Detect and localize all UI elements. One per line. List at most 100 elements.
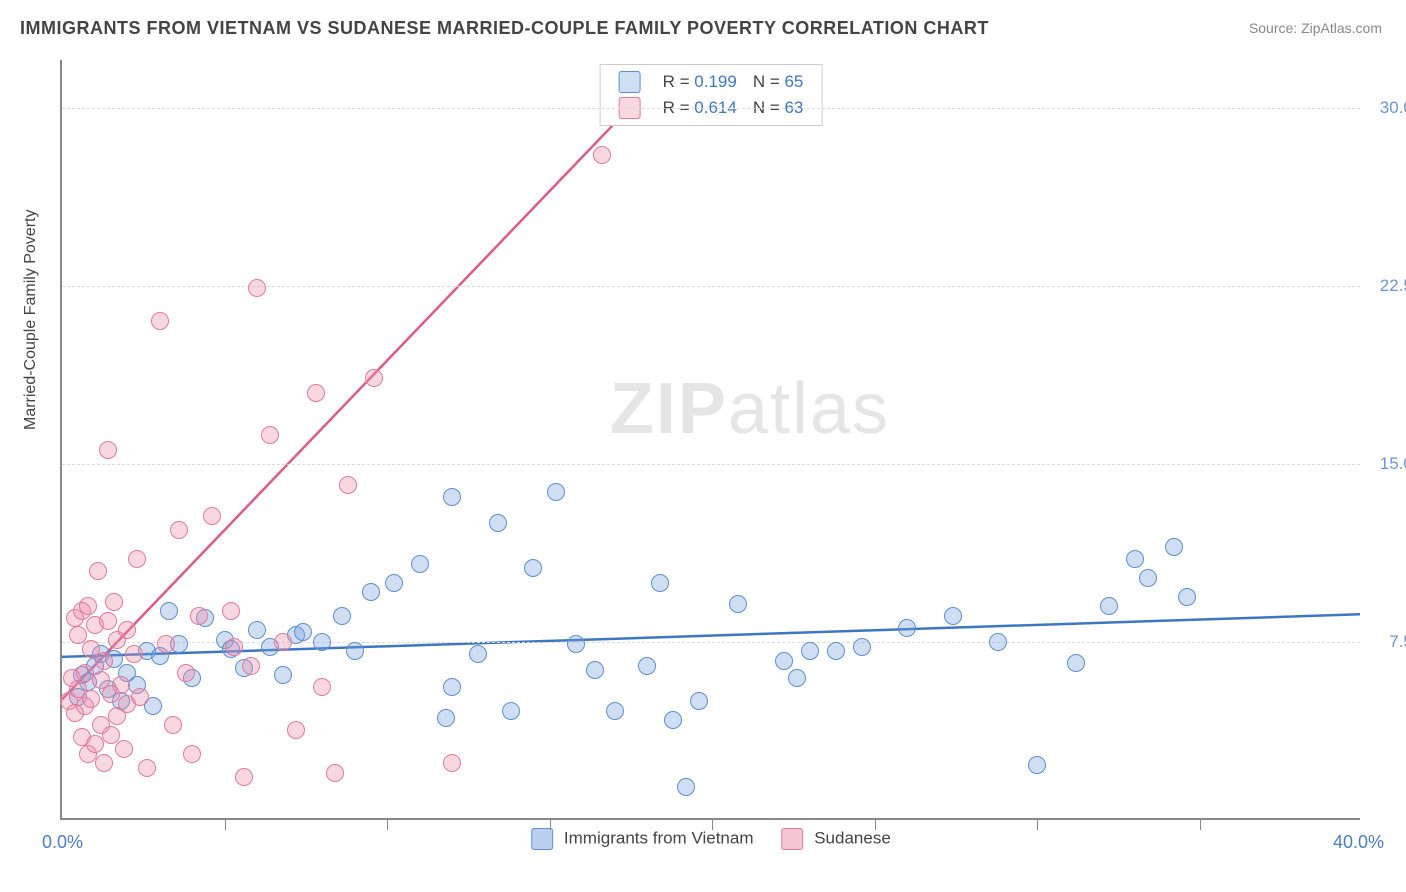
watermark: ZIPatlas: [610, 368, 890, 450]
scatter-point: [1067, 654, 1085, 672]
chart-title: IMMIGRANTS FROM VIETNAM VS SUDANESE MARR…: [20, 18, 989, 39]
scatter-point: [326, 764, 344, 782]
gridline: [62, 108, 1360, 109]
scatter-point: [261, 426, 279, 444]
scatter-point: [586, 661, 604, 679]
scatter-point: [131, 688, 149, 706]
scatter-point: [1100, 597, 1118, 615]
scatter-point: [1178, 588, 1196, 606]
legend-swatch: [531, 828, 553, 850]
legend-row: R = 0.199N = 65: [611, 69, 812, 95]
scatter-point: [95, 754, 113, 772]
scatter-point: [801, 642, 819, 660]
scatter-point: [274, 666, 292, 684]
scatter-point: [82, 690, 100, 708]
legend-n: N = 65: [745, 69, 812, 95]
legend-series: Immigrants from Vietnam Sudanese: [531, 828, 891, 850]
scatter-point: [664, 711, 682, 729]
scatter-point: [638, 657, 656, 675]
scatter-point: [125, 645, 143, 663]
scatter-point: [365, 369, 383, 387]
legend-label: Sudanese: [810, 828, 891, 847]
scatter-point: [115, 740, 133, 758]
legend-label: Immigrants from Vietnam: [559, 828, 753, 847]
x-tick: [1200, 819, 1201, 830]
scatter-point: [95, 652, 113, 670]
scatter-point: [443, 754, 461, 772]
scatter-point: [339, 476, 357, 494]
scatter-point: [411, 555, 429, 573]
scatter-point: [677, 778, 695, 796]
scatter-point: [118, 621, 136, 639]
y-tick-label: 30.0%: [1380, 98, 1406, 118]
scatter-point: [105, 593, 123, 611]
scatter-point: [690, 692, 708, 710]
scatter-point: [524, 559, 542, 577]
source-label: Source: ZipAtlas.com: [1249, 20, 1382, 36]
x-tick: [387, 819, 388, 830]
scatter-point: [788, 669, 806, 687]
trend-lines: [62, 60, 1360, 818]
scatter-point: [183, 745, 201, 763]
scatter-point: [898, 619, 916, 637]
y-tick-label: 22.5%: [1380, 276, 1406, 296]
scatter-point: [729, 595, 747, 613]
scatter-point: [225, 638, 243, 656]
scatter-point: [651, 574, 669, 592]
scatter-point: [190, 607, 208, 625]
scatter-point: [160, 602, 178, 620]
watermark-light: atlas: [728, 369, 890, 449]
x-tick: [225, 819, 226, 830]
scatter-point: [606, 702, 624, 720]
gridline: [62, 642, 1360, 643]
scatter-point: [593, 146, 611, 164]
scatter-point: [138, 759, 156, 777]
scatter-point: [443, 488, 461, 506]
scatter-point: [1165, 538, 1183, 556]
scatter-point: [313, 678, 331, 696]
x-tick: [1037, 819, 1038, 830]
scatter-point: [164, 716, 182, 734]
legend-correlation: R = 0.199N = 65R = 0.614N = 63: [600, 64, 823, 126]
x-tick: [712, 819, 713, 830]
scatter-point: [1139, 569, 1157, 587]
scatter-point: [235, 768, 253, 786]
scatter-point: [248, 279, 266, 297]
scatter-point: [287, 721, 305, 739]
scatter-point: [385, 574, 403, 592]
y-tick-label: 7.5%: [1389, 632, 1406, 652]
scatter-point: [170, 521, 188, 539]
scatter-point: [112, 676, 130, 694]
scatter-point: [567, 635, 585, 653]
y-tick-label: 15.0%: [1380, 454, 1406, 474]
scatter-point: [827, 642, 845, 660]
scatter-point: [222, 602, 240, 620]
y-axis-label: Married-Couple Family Poverty: [22, 209, 40, 430]
scatter-point: [99, 441, 117, 459]
scatter-point: [274, 633, 292, 651]
scatter-point: [294, 623, 312, 641]
scatter-point: [469, 645, 487, 663]
scatter-point: [775, 652, 793, 670]
scatter-point: [443, 678, 461, 696]
scatter-point: [86, 735, 104, 753]
legend-swatch: [619, 71, 641, 93]
scatter-point: [89, 562, 107, 580]
scatter-point: [79, 597, 97, 615]
watermark-bold: ZIP: [610, 369, 728, 449]
scatter-point: [489, 514, 507, 532]
scatter-point: [853, 638, 871, 656]
x-tick: [550, 819, 551, 830]
scatter-point: [437, 709, 455, 727]
scatter-point: [99, 612, 117, 630]
legend-r: R = 0.199: [655, 69, 745, 95]
scatter-point: [313, 633, 331, 651]
scatter-point: [333, 607, 351, 625]
scatter-point: [1028, 756, 1046, 774]
scatter-point: [502, 702, 520, 720]
scatter-point: [177, 664, 195, 682]
scatter-point: [128, 550, 146, 568]
scatter-point: [362, 583, 380, 601]
scatter-point: [203, 507, 221, 525]
scatter-point: [242, 657, 260, 675]
